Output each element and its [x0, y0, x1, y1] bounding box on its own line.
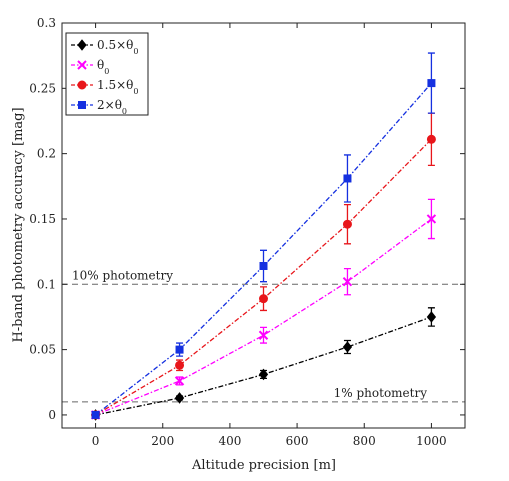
- series-layer: [90, 52, 437, 421]
- reference-label: 10% photometry: [72, 268, 173, 282]
- x-tick-label: 600: [286, 434, 309, 448]
- x-tick-label: 800: [353, 434, 376, 448]
- legend-label-subscript: 0: [133, 47, 138, 56]
- y-tick-label: 0.25: [29, 81, 56, 95]
- reference-label: 1% photometry: [334, 386, 428, 400]
- series-line: [95, 82, 432, 416]
- y-tick-label: 0.2: [37, 147, 56, 161]
- data-point: [91, 410, 100, 419]
- y-tick-label: 0.05: [29, 343, 56, 357]
- legend-label-subscript: 0: [104, 67, 109, 76]
- data-point: [175, 345, 184, 354]
- data-point: [258, 368, 269, 381]
- x-tick-label: 400: [218, 434, 241, 448]
- data-point: [175, 360, 185, 370]
- x-tick-label: 200: [151, 434, 174, 448]
- legend-item: 0.5×θ0: [71, 38, 138, 56]
- data-point: [258, 330, 269, 340]
- y-tick-label: 0.3: [37, 16, 56, 30]
- legend-label: 2×θ0: [97, 98, 127, 116]
- plot-frame: [61, 22, 466, 429]
- legend-label: 1.5×θ0: [97, 78, 138, 96]
- x-axis-label: Altitude precision [m]: [191, 458, 336, 473]
- data-point: [342, 276, 353, 287]
- data-point: [259, 294, 268, 304]
- data-point: [426, 214, 437, 224]
- legend-item: 2×θ0: [71, 98, 127, 116]
- data-point: [77, 39, 87, 51]
- series: [90, 307, 437, 421]
- data-point: [78, 101, 86, 109]
- x-tick-label: 0: [92, 434, 100, 448]
- legend-item: 1.5×θ0: [71, 78, 138, 96]
- reference-lines: 10% photometry 1% photometry: [62, 268, 465, 403]
- y-tick-label: 0: [48, 408, 56, 422]
- plot-area-border: [61, 22, 466, 429]
- y-tick-label: 0.1: [37, 277, 56, 291]
- data-point: [77, 80, 87, 90]
- series: [91, 52, 436, 419]
- data-point: [259, 262, 268, 270]
- data-point: [77, 60, 87, 70]
- data-point: [174, 376, 185, 386]
- data-point: [426, 311, 437, 323]
- series-line: [95, 138, 432, 416]
- legend-label: 0.5×θ0: [97, 38, 138, 56]
- data-point: [343, 174, 352, 183]
- data-point: [174, 392, 185, 404]
- data-point: [342, 341, 353, 353]
- x-tick-label: 1000: [416, 434, 447, 448]
- legend-label-subscript: 0: [122, 107, 127, 116]
- data-point: [426, 134, 436, 144]
- data-point: [342, 219, 352, 229]
- y-axis-label: H-band photometry accuracy [mag]: [11, 107, 26, 342]
- axis-ticks: 0 200 400 600 800 1000 0 0.05 0.1 0.15 0.2 0.25 0.3: [29, 16, 465, 448]
- y-tick-label: 0.15: [29, 212, 56, 226]
- data-point: [427, 79, 436, 88]
- legend-label-subscript: 0: [133, 87, 138, 96]
